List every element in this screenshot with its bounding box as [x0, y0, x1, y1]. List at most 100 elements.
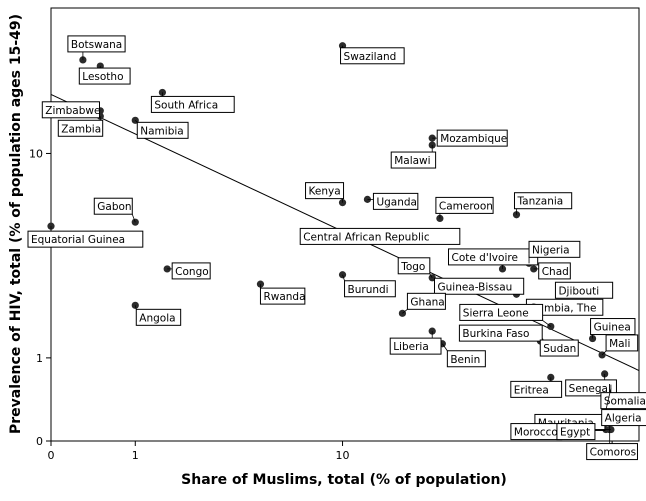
point-label: Swaziland — [344, 51, 397, 63]
point-label-box — [554, 281, 614, 299]
point-label-box — [135, 308, 182, 326]
point-label: Lesotho — [82, 71, 123, 83]
point-label: Chad — [542, 266, 569, 278]
point-label-box — [372, 192, 419, 210]
point-label: Ghana — [410, 296, 444, 308]
point-label-box — [67, 35, 126, 53]
point-label-box — [340, 47, 405, 65]
point-label: Egypt — [560, 427, 590, 439]
point-label-box — [459, 303, 544, 321]
point-label-box — [41, 101, 100, 119]
point-label: Congo — [175, 266, 209, 278]
point-label: Guinea-Bissau — [437, 281, 512, 293]
y-axis-title: Prevalence of HIV, total (% of populatio… — [8, 14, 24, 434]
point-label-box — [171, 262, 211, 280]
point-label-box — [389, 337, 442, 355]
point-label-box — [528, 240, 581, 258]
point-label-box — [446, 350, 486, 368]
point-label: Sudan — [543, 343, 576, 355]
point-label: Senegal — [569, 383, 611, 395]
point-label: Algeria — [605, 413, 642, 425]
point-label-box — [510, 380, 563, 398]
point-label-box — [406, 292, 446, 310]
label-connector — [134, 305, 137, 310]
point-label: Uganda — [376, 196, 417, 208]
point-label: Central African Republic — [303, 231, 430, 243]
point-label: Somalia — [604, 396, 646, 408]
point-label: Comoros — [590, 447, 636, 459]
point-label-box — [299, 227, 461, 245]
point-label-box — [538, 262, 571, 280]
point-label-box — [57, 119, 104, 137]
label-connector — [542, 320, 552, 327]
point-label-box — [565, 379, 617, 397]
y-tick-label: 10 — [29, 147, 43, 160]
label-connector — [131, 214, 136, 223]
point-label: Guinea — [594, 322, 631, 334]
point-label: Zimbabwe — [45, 105, 100, 117]
label-connector — [442, 343, 448, 351]
point-label: Namibia — [140, 125, 183, 137]
point-label-box — [556, 423, 596, 441]
x-tick-label: 1 — [132, 449, 139, 462]
point-label-box — [78, 67, 131, 85]
point-label-box — [436, 129, 508, 147]
point-label: Burkina Faso — [462, 328, 529, 340]
point-label: Malawi — [394, 155, 430, 167]
point-label: Gabon — [97, 201, 131, 213]
point-label: Togo — [400, 261, 425, 273]
point-label-box — [600, 392, 646, 410]
point-label-box — [259, 287, 306, 305]
point-label-box — [390, 151, 437, 169]
point-label: Tanzania — [516, 196, 563, 208]
point-label-box — [136, 121, 189, 139]
point-label-box — [433, 277, 525, 295]
y-tick-label: 1 — [36, 352, 43, 365]
point-label: Benin — [450, 354, 480, 366]
point-label: Liberia — [393, 341, 429, 353]
point-label: Cameroon — [439, 200, 493, 212]
point-label-box — [458, 324, 543, 342]
x-axis-title: Share of Muslims, total (% of population… — [181, 472, 507, 488]
label-connector — [429, 273, 433, 279]
point-label: Sierra Leone — [463, 307, 529, 319]
label-connector — [601, 350, 607, 356]
x-tick-label: 0 — [48, 449, 55, 462]
point-labels: Botswana Lesotho Swaziland South Africa Zimb… — [27, 35, 646, 461]
point-label-box — [27, 230, 144, 248]
point-label: Nigeria — [532, 244, 570, 256]
point-label: Equatorial Guinea — [31, 234, 125, 246]
point-label: Rwanda — [263, 291, 305, 303]
data-point — [163, 265, 171, 273]
point-label: Gambia, The — [529, 302, 596, 314]
point-label-box — [150, 95, 235, 113]
point-label: Botswana — [71, 39, 122, 51]
point-label: Mozambique — [440, 133, 507, 145]
point-label-box — [513, 192, 573, 210]
x-tick-label: 10 — [336, 449, 350, 462]
point-label: Kenya — [309, 186, 341, 198]
data-point — [547, 322, 555, 331]
label-connector — [342, 274, 345, 281]
point-label-box — [539, 339, 579, 357]
point-label-box — [344, 280, 396, 298]
point-label: Djibouti — [558, 285, 599, 297]
point-label: Morocco — [514, 427, 558, 439]
label-connector — [402, 309, 408, 314]
point-label-box — [305, 182, 345, 200]
point-label: Cote d'Ivoire — [451, 252, 517, 264]
point-label-box — [586, 443, 638, 461]
point-label: Burundi — [348, 284, 389, 296]
point-label: Zambia — [61, 123, 101, 135]
y-tick-label: 0 — [36, 435, 43, 448]
point-label-box — [93, 197, 133, 215]
point-label: Mali — [609, 338, 630, 350]
point-label: Eritrea — [514, 384, 549, 396]
point-label-box — [601, 409, 646, 427]
point-label-box — [435, 196, 494, 214]
point-label: Angola — [139, 312, 175, 324]
point-label-box — [397, 257, 431, 275]
point-label: South Africa — [154, 99, 218, 111]
point-label-box — [605, 334, 639, 352]
